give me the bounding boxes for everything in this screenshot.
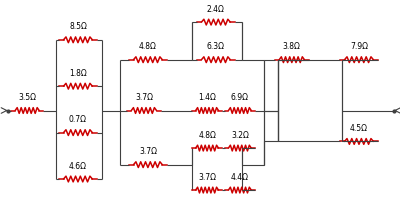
Text: 4.4Ω: 4.4Ω bbox=[231, 173, 249, 182]
Text: 4.8Ω: 4.8Ω bbox=[139, 42, 157, 51]
Text: 2.4Ω: 2.4Ω bbox=[207, 5, 225, 14]
Text: 1.8Ω: 1.8Ω bbox=[69, 69, 87, 78]
Text: 0.7Ω: 0.7Ω bbox=[69, 115, 87, 124]
Text: 4.6Ω: 4.6Ω bbox=[69, 162, 87, 171]
Text: 1.4Ω: 1.4Ω bbox=[198, 93, 216, 102]
Text: 3.2Ω: 3.2Ω bbox=[231, 131, 249, 140]
Text: 3.8Ω: 3.8Ω bbox=[283, 42, 301, 51]
Text: 4.5Ω: 4.5Ω bbox=[350, 124, 368, 133]
Text: 6.3Ω: 6.3Ω bbox=[207, 42, 225, 51]
Text: 3.5Ω: 3.5Ω bbox=[18, 93, 36, 102]
Text: 7.9Ω: 7.9Ω bbox=[350, 42, 368, 51]
Text: 8.5Ω: 8.5Ω bbox=[69, 22, 87, 31]
Text: 3.7Ω: 3.7Ω bbox=[198, 173, 216, 182]
Text: 3.7Ω: 3.7Ω bbox=[135, 93, 153, 102]
Text: 6.9Ω: 6.9Ω bbox=[231, 93, 249, 102]
Text: 3.7Ω: 3.7Ω bbox=[139, 147, 157, 156]
Text: 4.8Ω: 4.8Ω bbox=[198, 131, 216, 140]
